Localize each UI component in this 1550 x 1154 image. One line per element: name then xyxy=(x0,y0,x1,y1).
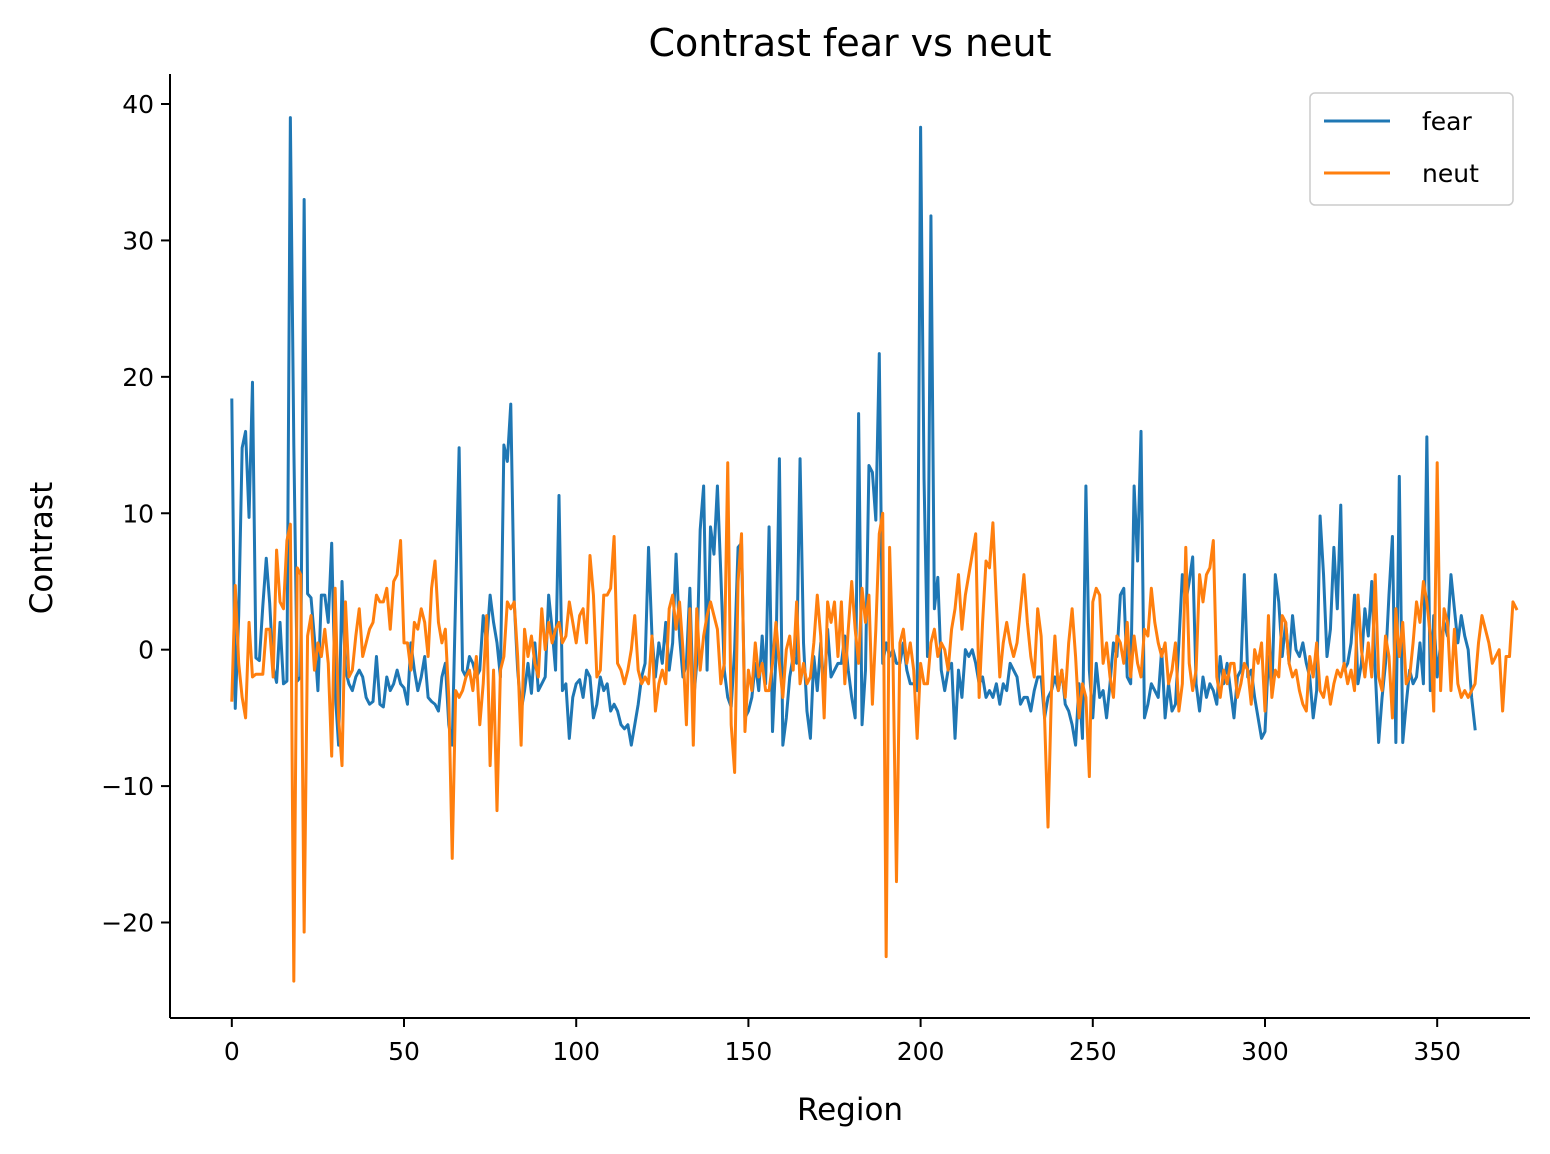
y-tick-label: −10 xyxy=(101,772,154,801)
y-tick-label: 20 xyxy=(122,363,154,392)
legend-label-fear: fear xyxy=(1422,107,1473,136)
plot-area: 0 50 100 150 200 250 300 350 −20 −10 0 10 20 30 40 xyxy=(101,74,1530,1066)
x-tick-label: 150 xyxy=(725,1037,773,1066)
legend: fear neut xyxy=(1309,92,1514,206)
legend-label-neut: neut xyxy=(1422,159,1479,188)
x-tick-label: 250 xyxy=(1069,1037,1117,1066)
x-tick-label: 350 xyxy=(1413,1037,1461,1066)
series-line-neut xyxy=(230,461,1519,983)
x-axis-title: Region xyxy=(797,1092,903,1128)
y-tick-label: −20 xyxy=(101,909,154,938)
y-tick-label: 0 xyxy=(138,636,154,665)
x-tick-label: 200 xyxy=(897,1037,945,1066)
y-tick-label: 30 xyxy=(122,226,154,255)
y-tick-label: 40 xyxy=(122,90,154,119)
x-tick-label: 100 xyxy=(552,1037,600,1066)
x-tick-label: 300 xyxy=(1241,1037,1289,1066)
y-tick-label: 10 xyxy=(122,499,154,528)
y-axis-title: Contrast xyxy=(24,482,60,614)
chart-title: Contrast fear vs neut xyxy=(648,21,1051,65)
x-tick-label: 0 xyxy=(224,1037,240,1066)
x-tick-label: 50 xyxy=(388,1037,420,1066)
legend-box xyxy=(1309,92,1514,206)
